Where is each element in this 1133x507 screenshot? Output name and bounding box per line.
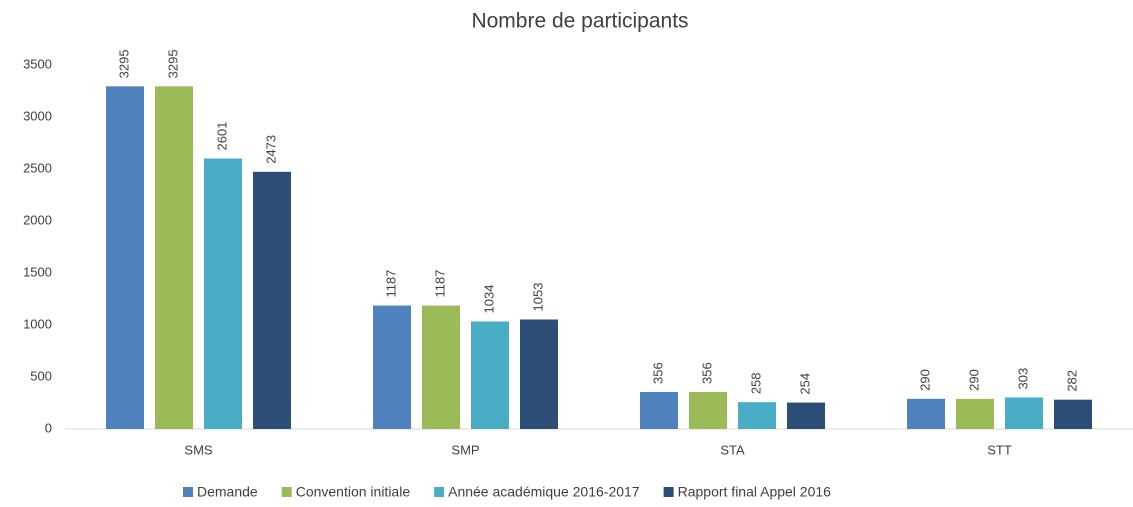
bar <box>422 305 460 429</box>
data-label: 2473 <box>263 135 278 164</box>
data-label: 254 <box>797 373 812 395</box>
y-tick-label: 3000 <box>23 108 52 123</box>
bar <box>106 86 144 429</box>
data-label: 290 <box>966 369 981 391</box>
data-label: 282 <box>1064 370 1079 392</box>
data-label: 356 <box>650 362 665 384</box>
bar <box>520 319 558 429</box>
y-tick-label: 500 <box>30 368 52 383</box>
data-label: 3295 <box>116 49 131 78</box>
data-label: 303 <box>1015 368 1030 390</box>
chart-title: Nombre de participants <box>471 10 688 33</box>
x-tick-label: STT <box>987 442 1012 457</box>
bar <box>1054 399 1092 429</box>
data-label: 1034 <box>481 285 496 314</box>
bar <box>956 398 994 429</box>
data-label: 1053 <box>530 283 545 312</box>
data-label: 2601 <box>214 122 229 151</box>
data-label: 356 <box>699 362 714 384</box>
legend-label: Convention initiale <box>296 484 411 500</box>
data-label: 1187 <box>383 270 398 298</box>
bar <box>787 402 825 429</box>
bar <box>373 305 411 429</box>
y-tick-label: 3500 <box>23 56 52 71</box>
y-tick-label: 2000 <box>23 212 52 227</box>
data-label: 3295 <box>165 49 180 78</box>
bar <box>204 158 242 429</box>
x-tick-label: STA <box>720 442 745 457</box>
legend-label: Demande <box>197 484 258 500</box>
bar <box>253 171 291 430</box>
bar <box>738 402 776 429</box>
bar <box>689 391 727 429</box>
legend-label: Année académique 2016-2017 <box>448 484 640 500</box>
bar <box>907 398 945 429</box>
y-tick-label: 1000 <box>23 316 52 331</box>
bar <box>1005 397 1043 429</box>
data-label: 1187 <box>432 270 447 298</box>
x-tick-label: SMP <box>451 442 479 457</box>
x-tick-label: SMS <box>184 442 213 457</box>
legend-label: Rapport final Appel 2016 <box>678 484 832 500</box>
legend-swatch <box>663 487 674 497</box>
bar <box>640 391 678 429</box>
y-tick-label: 0 <box>45 420 52 435</box>
data-label: 290 <box>917 369 932 391</box>
data-label: 258 <box>748 372 763 394</box>
legend-swatch <box>281 487 292 497</box>
bar <box>155 86 193 429</box>
bar <box>471 321 509 429</box>
y-tick-label: 2500 <box>23 160 52 175</box>
y-tick-label: 1500 <box>23 264 52 279</box>
legend-swatch <box>434 487 445 497</box>
legend-swatch <box>183 487 193 497</box>
